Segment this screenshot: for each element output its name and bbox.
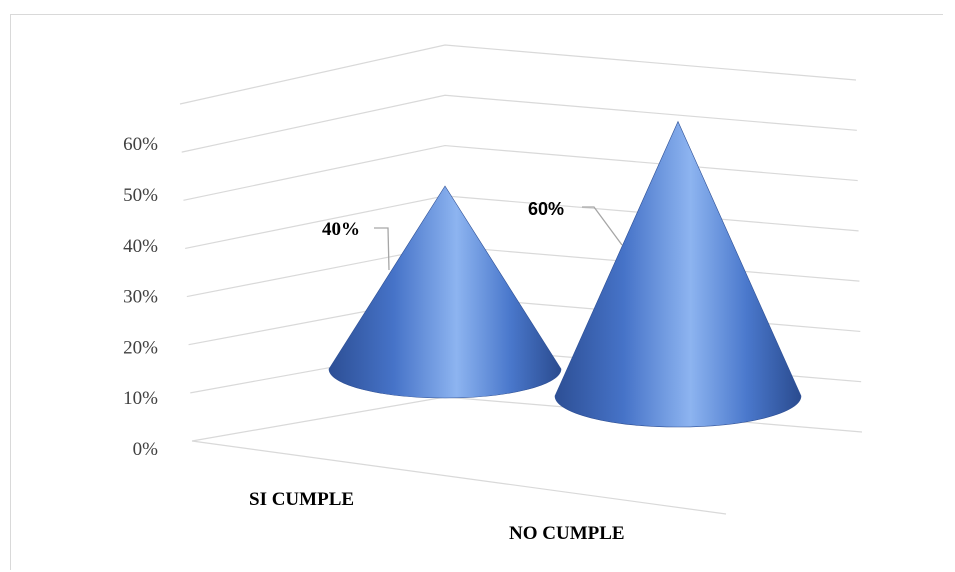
gridline-40 xyxy=(185,195,859,250)
data-label-leader xyxy=(582,206,623,246)
y-tick-label: 40% xyxy=(123,236,158,257)
y-axis-ticks: 0% 10% 20% 30% 40% 50% 60% xyxy=(123,134,158,460)
floor-front-edge xyxy=(191,440,727,515)
y-tick-label: 20% xyxy=(123,337,158,358)
chart-frame xyxy=(10,14,943,570)
category-label: NO CUMPLE xyxy=(509,523,625,544)
y-tick-label: 0% xyxy=(133,439,159,460)
y-tick-label: 50% xyxy=(123,185,158,206)
y-tick-label: 10% xyxy=(123,388,158,409)
data-label-leader xyxy=(374,227,390,271)
gridline-50 xyxy=(183,144,858,201)
gridline-30 xyxy=(186,245,860,298)
category-axis-labels: SI CUMPLE NO CUMPLE xyxy=(249,489,625,544)
data-labels: 40% 60% xyxy=(322,199,623,271)
cone-si-cumple xyxy=(328,185,562,399)
cone-no-cumple xyxy=(554,120,802,428)
data-label: 60% xyxy=(528,199,564,219)
cone-series xyxy=(328,120,802,428)
gridline-70 xyxy=(179,44,857,105)
y-tick-label: 30% xyxy=(123,287,158,308)
gridline-60 xyxy=(181,94,857,153)
category-label: SI CUMPLE xyxy=(249,489,354,510)
axis-lines xyxy=(191,440,727,515)
data-label: 40% xyxy=(322,219,360,240)
y-tick-label: 60% xyxy=(123,134,158,155)
